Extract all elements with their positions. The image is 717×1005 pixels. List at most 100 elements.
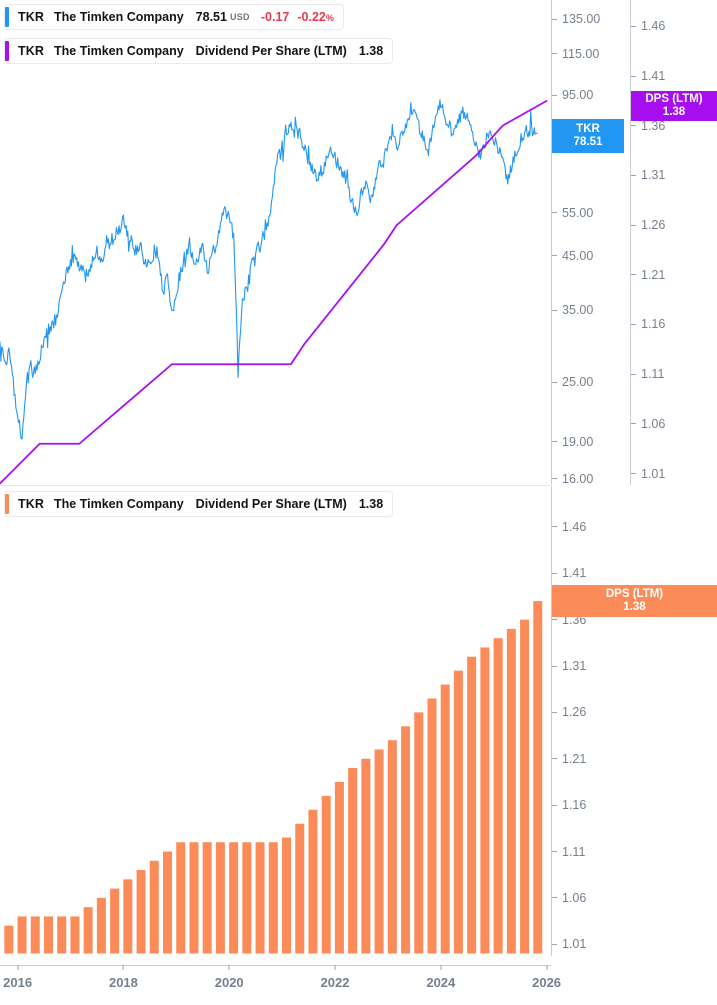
dps-overlay-legend[interactable]: TKR The Timken Company Dividend Per Shar… <box>4 38 394 64</box>
price-series-svg <box>0 99 548 485</box>
axis-tick-label: 1.01 <box>562 937 587 952</box>
axis-tick-label: 55.00 <box>562 205 594 220</box>
dps-bar <box>480 647 490 954</box>
dps-legend-metric: Dividend Per Share (LTM) <box>195 497 347 511</box>
axis-tick-label: 1.46 <box>562 519 587 534</box>
dps-legend[interactable]: TKR The Timken Company Dividend Per Shar… <box>4 491 394 517</box>
time-axis-tick-label: 2026 <box>532 975 562 990</box>
axis-tick: 1.11 <box>551 845 585 859</box>
axis-tick-mark <box>631 274 636 276</box>
axis-tick: 1.21 <box>551 752 586 766</box>
dps-bar <box>123 879 133 954</box>
dps-legend-value: 1.38 <box>358 497 384 511</box>
dps-bar <box>533 601 543 954</box>
price-legend-last: 78.51 <box>195 10 227 24</box>
dps-bar <box>136 870 146 954</box>
price-legend-currency: USD <box>229 12 250 22</box>
axis-tick-label: 1.41 <box>562 566 587 581</box>
dps-bar <box>321 795 331 954</box>
dps-bar <box>467 656 477 954</box>
price-legend[interactable]: TKR The Timken Company 78.51 USD -0.17 -… <box>4 4 344 30</box>
time-axis-tick: 2022 <box>321 965 349 990</box>
price-legend-ticker: TKR <box>18 10 44 24</box>
axis-tick-mark <box>631 373 636 375</box>
dps-bars-svg <box>4 601 543 954</box>
dps-bar <box>176 842 186 954</box>
time-axis[interactable]: 2016 2018 2020 2022 2024 2026 <box>0 965 717 1005</box>
dps-bar <box>387 740 397 954</box>
price-plot-area[interactable] <box>0 0 551 485</box>
dps-bar <box>308 809 318 954</box>
time-axis-tick-label: 2024 <box>426 975 456 990</box>
dps-bar <box>282 837 292 954</box>
axis-tick: 1.11 <box>630 367 664 381</box>
dps-bar <box>506 628 516 954</box>
axis-tick-label: 115.00 <box>562 46 600 61</box>
axis-tick-mark <box>552 309 557 311</box>
axis-tick: 1.06 <box>630 417 665 431</box>
dps-bar <box>30 916 40 954</box>
axis-tick: 1.06 <box>551 891 586 905</box>
axis-tick: 1.41 <box>630 69 665 83</box>
dps-axis-line <box>551 486 552 956</box>
axis-tick-mark <box>552 212 557 214</box>
time-axis-tick-label: 2020 <box>214 975 244 990</box>
axis-tick: 16.00 <box>551 472 593 486</box>
dps-legend-color-swatch <box>5 494 9 514</box>
axis-tick-label: 1.06 <box>641 416 666 431</box>
axis-tick-label: 35.00 <box>562 303 594 318</box>
dps-overlay-legend-metric: Dividend Per Share (LTM) <box>195 44 347 58</box>
axis-tick-label: 95.00 <box>562 88 594 103</box>
axis-tick-label: 1.36 <box>641 118 666 133</box>
axis-tick-mark <box>631 473 636 475</box>
time-axis-tick-label: 2016 <box>3 975 33 990</box>
dps-bar <box>493 638 503 954</box>
time-axis-tick-label: 2018 <box>108 975 138 990</box>
dps-bar <box>440 684 450 954</box>
axis-tick: 95.00 <box>551 88 593 102</box>
axis-tick-mark <box>552 255 557 257</box>
dps-overlay-legend-company: The Timken Company <box>54 44 184 58</box>
axis-tick: 1.31 <box>551 659 586 673</box>
dps-bar <box>255 842 265 954</box>
axis-tick-label: 16.00 <box>562 471 594 486</box>
axis-tick-label: 1.11 <box>562 844 586 859</box>
time-axis-tick: 2018 <box>109 965 138 990</box>
axis-tick: 19.00 <box>551 435 593 449</box>
axis-tick: 1.01 <box>551 937 586 951</box>
dps-overlay-axis[interactable]: 1.46 1.41 1.36 1.31 1.26 1.21 1.16 1.11 1.06 1.01… <box>630 0 717 485</box>
axis-tick-mark <box>631 174 636 176</box>
axis-tick: 135.00 <box>551 12 600 26</box>
axis-tick-label: 1.26 <box>562 705 587 720</box>
dps-plot-area[interactable] <box>0 486 551 956</box>
axis-tick-label: 1.31 <box>641 168 666 183</box>
dps-axis[interactable]: 1.46 1.41 1.36 1.31 1.26 1.21 1.16 1.11 1.06 1.01… <box>551 486 717 956</box>
dps-bar <box>83 907 93 954</box>
axis-tick: 1.01 <box>630 467 665 481</box>
dps-overlay-axis-line <box>630 0 631 485</box>
time-axis-line <box>0 965 551 966</box>
axis-tick-mark <box>552 619 557 621</box>
axis-tick: 1.16 <box>551 798 586 812</box>
dps-bar <box>202 842 212 954</box>
dps-bar <box>268 842 278 954</box>
axis-tick-mark <box>552 851 557 852</box>
axis-tick: 25.00 <box>551 375 593 389</box>
axis-tick-mark <box>552 897 557 899</box>
time-axis-tick: 2024 <box>426 965 455 990</box>
dps-bar <box>427 698 437 954</box>
axis-tick-mark <box>631 423 636 425</box>
time-axis-tick-mark <box>334 965 336 970</box>
price-axis[interactable]: 135.00115.0095.0075.0055.0045.0035.0025.… <box>551 0 625 486</box>
dps-bar <box>229 842 239 954</box>
dps-legend-ticker: TKR <box>18 497 44 511</box>
price-axis-line <box>551 0 552 485</box>
dps-pane: TKR The Timken Company Dividend Per Shar… <box>0 486 717 1005</box>
dps-overlay-badge-value: 1.38 <box>662 105 686 118</box>
axis-tick-label: 1.06 <box>562 890 587 905</box>
axis-tick-label: 45.00 <box>562 248 594 263</box>
dps-badge-label: DPS (LTM) <box>605 588 664 601</box>
dps-bar <box>215 842 225 954</box>
dps-overlay-badge-label: DPS (LTM) <box>645 92 703 105</box>
